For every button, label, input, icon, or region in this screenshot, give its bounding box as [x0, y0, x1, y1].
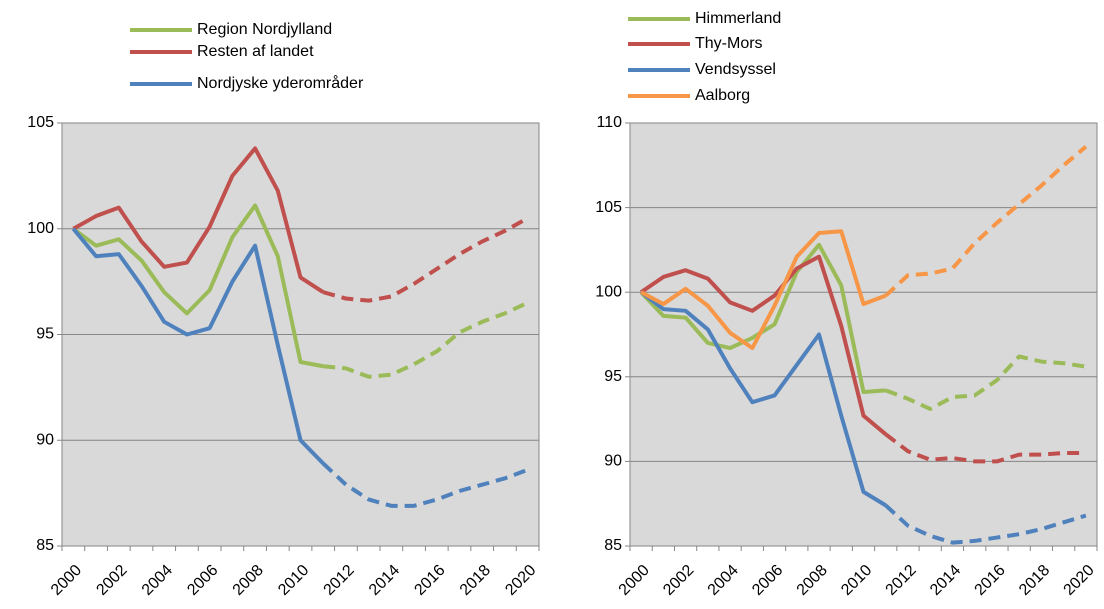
series-line [639, 254, 888, 436]
x-tick-label: 2002 [93, 562, 130, 599]
y-tick-label: 105 [595, 199, 622, 216]
series-line [71, 227, 325, 465]
series-line [72, 203, 324, 369]
series-line [639, 290, 887, 508]
x-tick-label: 2006 [749, 562, 786, 599]
x-tick-label: 2018 [1016, 562, 1053, 599]
x-tick-label: 2010 [838, 562, 875, 599]
legend-label: Vendsyssel [695, 61, 776, 78]
series-line [640, 229, 887, 351]
x-tick-label: 2016 [972, 562, 1009, 599]
x-tick-label: 2004 [705, 562, 742, 599]
y-tick-label: 85 [36, 537, 54, 554]
y-tick-label: 105 [27, 114, 54, 131]
x-tick-label: 2012 [321, 562, 358, 599]
series-line-dashed [884, 432, 1086, 464]
legend-label: Thy-Mors [695, 35, 763, 52]
legend-label: Nordjyske yderområder [197, 74, 364, 92]
x-tick-label: 2002 [660, 562, 697, 599]
x-tick-label: 2006 [184, 562, 221, 599]
x-tick-label: 2018 [457, 562, 494, 599]
y-tick-label: 110 [596, 114, 622, 131]
series-line-dashed [884, 503, 1087, 545]
x-tick-label: 2000 [616, 562, 653, 599]
x-tick-label: 2012 [883, 562, 920, 599]
legend-label: Region Nordjylland [197, 21, 332, 38]
y-tick-label: 85 [604, 537, 622, 554]
series-line [72, 146, 325, 294]
y-tick-label: 95 [36, 326, 54, 343]
x-tick-label: 2000 [48, 562, 85, 599]
legend-label: Himmerland [695, 10, 781, 27]
y-tick-label: 90 [36, 431, 54, 448]
series-line-dashed [321, 462, 529, 508]
x-tick-label: 2008 [230, 562, 267, 599]
x-tick-label: 2020 [1061, 562, 1098, 599]
legend-label: Resten af landet [197, 43, 314, 60]
y-tick-label: 95 [604, 368, 622, 385]
y-tick-label: 90 [604, 453, 622, 470]
x-tick-label: 2014 [927, 562, 964, 599]
x-tick-label: 2014 [366, 562, 403, 599]
x-tick-label: 2008 [794, 562, 831, 599]
x-tick-label: 2010 [275, 562, 312, 599]
legend-label: Aalborg [695, 87, 750, 104]
y-tick-label: 100 [27, 220, 54, 237]
series-line-dashed [884, 145, 1088, 298]
y-tick-label: 100 [595, 283, 622, 300]
x-tick-label: 2004 [139, 562, 176, 599]
x-tick-label: 2016 [411, 562, 448, 599]
x-tick-label: 2020 [502, 562, 539, 599]
